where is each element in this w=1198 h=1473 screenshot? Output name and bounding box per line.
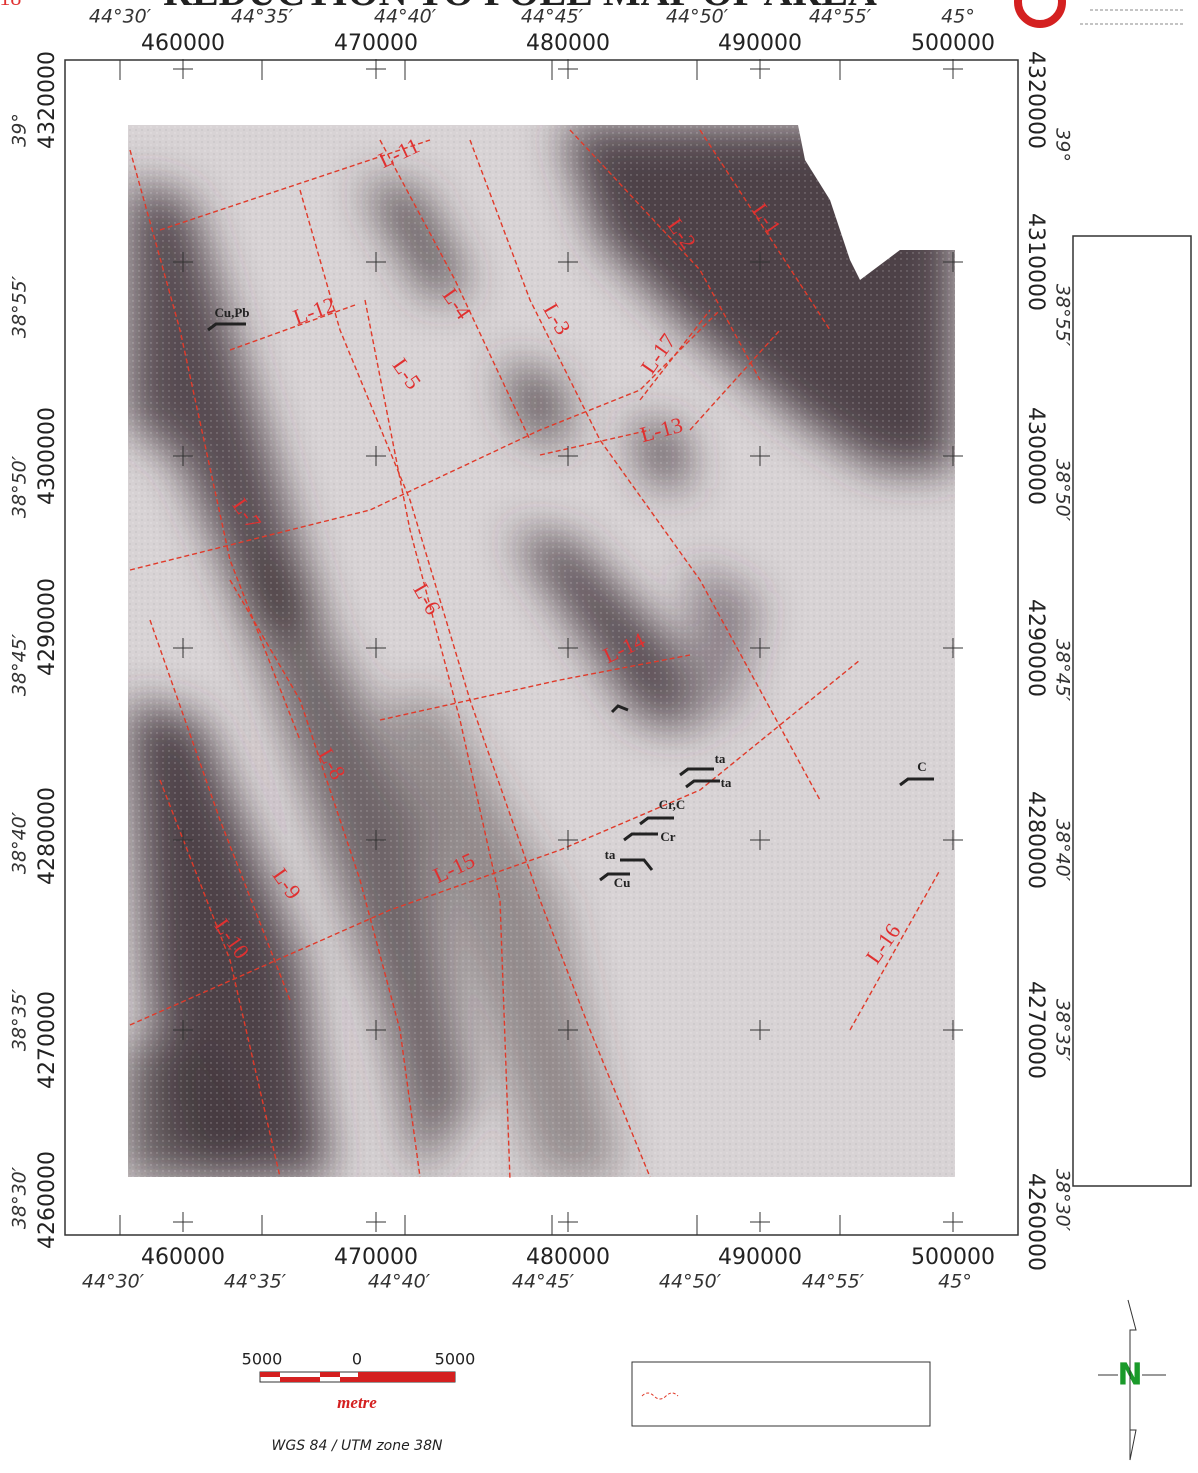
occurrence-label: Cu bbox=[614, 875, 631, 890]
graticule-crosses bbox=[173, 59, 963, 1232]
latitude-label: 38°30′ bbox=[1052, 1169, 1074, 1232]
latitude-label: 39° bbox=[1052, 128, 1074, 162]
easting-label: 480000 bbox=[526, 31, 610, 56]
easting-label: 470000 bbox=[334, 31, 418, 56]
longitude-label: 44°45′ bbox=[521, 6, 584, 28]
map-title: REDUCTION TO POLE MAP OF AREA bbox=[163, 0, 877, 14]
northing-label: 4260000 bbox=[1023, 1173, 1048, 1271]
longitude-label: 44°45′ bbox=[512, 1271, 575, 1293]
latitude-label: 38°55′ bbox=[1052, 284, 1074, 347]
northing-label: 4290000 bbox=[35, 578, 60, 676]
latitude-label: 38°50′ bbox=[9, 455, 31, 518]
latitude-label: 38°45′ bbox=[1052, 639, 1074, 702]
latitude-label: 38°35′ bbox=[1052, 999, 1074, 1062]
easting-label: 470000 bbox=[334, 1245, 418, 1270]
legend-box bbox=[631, 1361, 931, 1427]
latitude-label: 38°55′ bbox=[9, 275, 31, 338]
latitude-label: 38°30′ bbox=[9, 1166, 31, 1229]
scale-label: 5000 bbox=[435, 1350, 476, 1369]
longitude-label: 44°50′ bbox=[666, 6, 729, 28]
longitude-label: 44°30′ bbox=[89, 6, 152, 28]
easting-label: 460000 bbox=[141, 1245, 225, 1270]
northing-label: 4260000 bbox=[35, 1151, 60, 1249]
longitude-label: 44°30′ bbox=[82, 1271, 145, 1293]
colour-scale-box bbox=[1072, 235, 1192, 1187]
latitude-label: 38°50′ bbox=[1052, 459, 1074, 522]
longitude-label: 44°55′ bbox=[809, 6, 872, 28]
occurrence-label: ta bbox=[721, 775, 732, 790]
northing-label: 4300000 bbox=[1023, 407, 1048, 505]
occurrence-label: Cr bbox=[660, 829, 675, 844]
scale-label: 0 bbox=[352, 1350, 362, 1369]
easting-label: 490000 bbox=[718, 31, 802, 56]
occurrence-label: Cr,C bbox=[659, 797, 686, 812]
lineament-label: L-18 bbox=[0, 0, 21, 10]
occurrence-label: ta bbox=[605, 847, 616, 862]
northing-label: 4280000 bbox=[35, 787, 60, 885]
northing-label: 4280000 bbox=[1023, 791, 1048, 889]
longitude-label: 45° bbox=[938, 1271, 972, 1293]
longitude-label: 44°50′ bbox=[659, 1271, 722, 1293]
longitude-label: 45° bbox=[941, 6, 975, 28]
latitude-label: 38°40′ bbox=[9, 811, 31, 874]
northing-label: 4300000 bbox=[35, 407, 60, 505]
easting-label: 480000 bbox=[526, 1245, 610, 1270]
longitude-label: 44°35′ bbox=[231, 6, 294, 28]
scale-unit: metre bbox=[337, 1393, 377, 1412]
northing-label: 4270000 bbox=[35, 991, 60, 1089]
scale-bar bbox=[259, 1371, 456, 1383]
easting-label: 490000 bbox=[718, 1245, 802, 1270]
magnetic-image bbox=[128, 125, 955, 1177]
latitude-label: 38°40′ bbox=[1052, 819, 1074, 882]
easting-label: 500000 bbox=[911, 1245, 995, 1270]
latitude-label: 39° bbox=[9, 113, 31, 147]
legend-symbol bbox=[641, 1392, 679, 1400]
easting-label: 500000 bbox=[911, 31, 995, 56]
northing-label: 4320000 bbox=[1023, 51, 1048, 149]
scale-label: 5000 bbox=[242, 1350, 283, 1369]
occurrence-symbols bbox=[207, 322, 934, 882]
logo bbox=[1014, 0, 1192, 30]
latitude-label: 38°35′ bbox=[9, 988, 31, 1051]
northing-label: 4270000 bbox=[1023, 981, 1048, 1079]
occurrence-label: Cu,Pb bbox=[214, 305, 249, 320]
latitude-label: 38°45′ bbox=[9, 633, 31, 696]
occurrence-label: ta bbox=[715, 751, 726, 766]
northing-label: 4320000 bbox=[35, 51, 60, 149]
projection: WGS 84 / UTM zone 38N bbox=[272, 1438, 443, 1454]
map-frame bbox=[64, 59, 1019, 1236]
northing-label: 4310000 bbox=[1023, 213, 1048, 311]
longitude-label: 44°35′ bbox=[224, 1271, 287, 1293]
easting-label: 460000 bbox=[141, 31, 225, 56]
longitude-label: 44°40′ bbox=[368, 1271, 431, 1293]
longitude-label: 44°55′ bbox=[802, 1271, 865, 1293]
north-arrow bbox=[1098, 1299, 1166, 1461]
occurrence-label: C bbox=[917, 759, 926, 774]
longitude-label: 44°40′ bbox=[374, 6, 437, 28]
northing-label: 4290000 bbox=[1023, 599, 1048, 697]
